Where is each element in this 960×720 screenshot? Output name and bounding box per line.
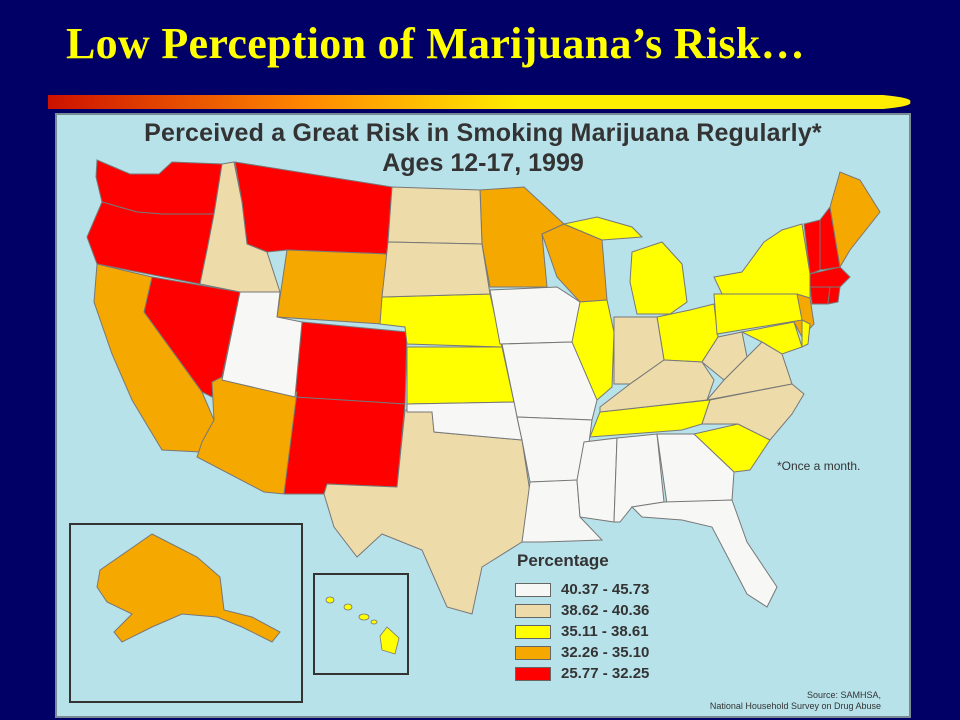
legend-label: 38.62 - 40.36 [561, 602, 650, 619]
state-rhode-island [827, 286, 841, 305]
state-colorado [294, 321, 408, 405]
state-delaware [801, 319, 811, 348]
map-subtitle: Ages 12-17, 1999 [382, 149, 584, 177]
legend-swatch [515, 624, 551, 639]
legend-label: 25.77 - 32.25 [561, 665, 650, 682]
legend-item: 32.26 - 35.10 [515, 642, 815, 663]
slide-title: Low Perception of Marijuana’s Risk… [66, 19, 805, 68]
hawaii-inset-frame [313, 573, 409, 675]
state-kansas [406, 346, 515, 405]
state-oklahoma [406, 401, 523, 441]
state-utah [221, 291, 303, 398]
state-michigan-upper [562, 216, 644, 241]
legend-item: 38.62 - 40.36 [515, 600, 815, 621]
legend-swatch [515, 666, 551, 681]
state-north-dakota [387, 186, 483, 245]
state-florida [630, 499, 778, 608]
legend-heading: Percentage [517, 551, 609, 570]
state-new-mexico [283, 396, 406, 495]
state-new-york [713, 223, 811, 299]
us-states-map [69, 159, 881, 703]
legend-item: 40.37 - 45.73 [515, 579, 815, 600]
state-maine [829, 171, 881, 269]
footnote: *Once a month. [777, 459, 861, 473]
legend-label: 32.26 - 35.10 [561, 644, 650, 661]
legend-label: 35.11 - 38.61 [561, 623, 649, 640]
state-north-carolina [701, 383, 805, 441]
map-title: Perceived a Great Risk in Smoking Mariju… [144, 119, 822, 147]
state-wyoming [276, 249, 388, 325]
state-alaska [96, 533, 281, 643]
state-georgia [656, 433, 735, 505]
source-note: Source: SAMHSA, National Household Surve… [710, 690, 881, 712]
source-line: National Household Survey on Drug Abuse [709, 701, 881, 711]
state-south-dakota [381, 241, 491, 298]
legend-item: 25.77 - 32.25 [515, 663, 815, 684]
legend: Percentage 40.37 - 45.73 38.62 - 40.36 3… [515, 551, 815, 684]
state-hawaii [325, 596, 400, 655]
legend-swatch [515, 603, 551, 618]
legend-label: 40.37 - 45.73 [561, 581, 650, 598]
state-maryland [740, 321, 803, 355]
legend-swatch [515, 645, 551, 660]
state-michigan [629, 241, 688, 315]
state-connecticut [809, 286, 831, 305]
state-mississippi [576, 437, 618, 523]
title-underline-bar [48, 95, 911, 109]
legend-swatch [515, 582, 551, 597]
legend-item: 35.11 - 38.61 [515, 621, 815, 642]
source-line: Source: SAMHSA, [806, 690, 881, 700]
map-panel: Perceived a Great Risk in Smoking Mariju… [55, 113, 911, 718]
state-iowa [489, 286, 581, 345]
state-kentucky [599, 359, 715, 413]
